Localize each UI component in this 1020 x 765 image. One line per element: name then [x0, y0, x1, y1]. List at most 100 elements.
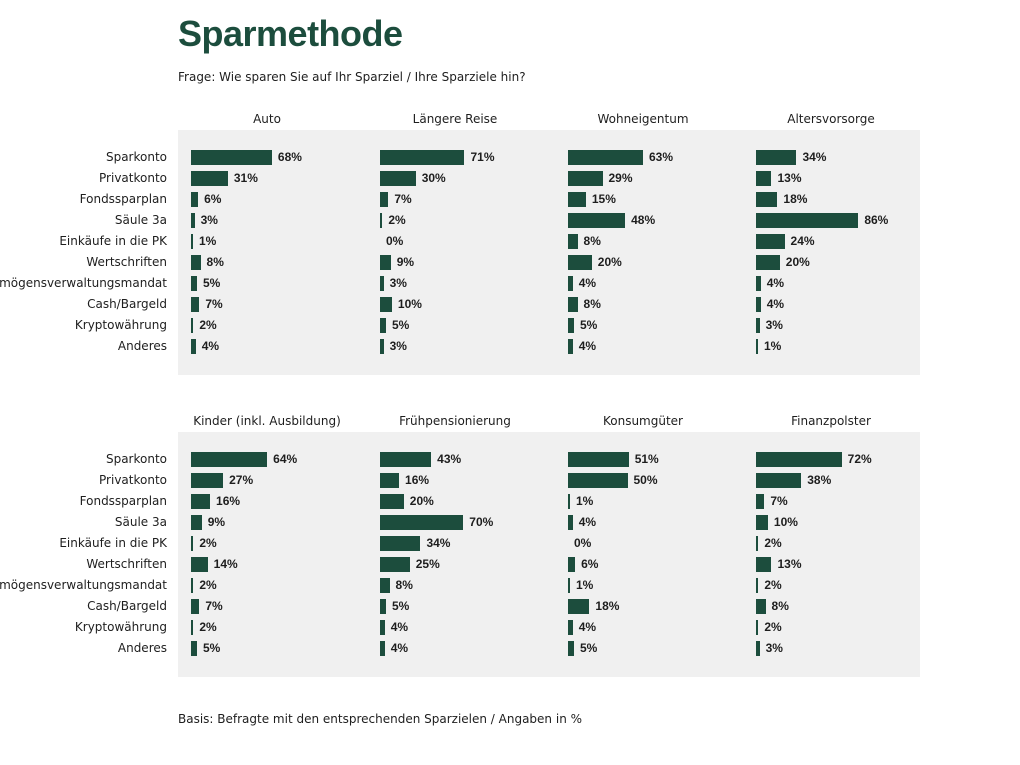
bar	[568, 620, 573, 635]
panel-title: Auto	[253, 112, 281, 126]
bar	[380, 515, 464, 530]
data-label: 0%	[574, 536, 592, 550]
bar	[380, 318, 386, 333]
bar	[191, 213, 195, 228]
data-label: 18%	[595, 599, 620, 613]
data-label: 34%	[426, 536, 451, 550]
data-label: 4%	[766, 297, 785, 311]
row-label: Cash/Bargeld	[87, 599, 167, 613]
data-label: 2%	[388, 213, 406, 227]
bar	[380, 620, 385, 635]
bar	[191, 297, 200, 312]
panel-title: Konsumgüter	[602, 414, 683, 428]
bar	[191, 557, 208, 572]
bar	[756, 276, 761, 291]
data-label: 20%	[597, 255, 622, 269]
bar	[756, 473, 802, 488]
bar	[756, 255, 780, 270]
bar	[756, 557, 772, 572]
data-label: 70%	[469, 515, 494, 529]
bar	[756, 150, 797, 165]
bar	[191, 234, 193, 249]
basis-note: Basis: Befragte mit den entsprechenden S…	[178, 712, 583, 726]
panel-title: Altersvorsorge	[787, 112, 875, 126]
data-label: 8%	[583, 234, 601, 248]
bar	[568, 192, 586, 207]
data-label: 8%	[395, 578, 413, 592]
bar	[568, 234, 578, 249]
data-label: 4%	[578, 276, 597, 290]
data-label: 10%	[773, 515, 798, 529]
bar	[568, 150, 643, 165]
data-label: 5%	[579, 641, 598, 655]
data-label: 27%	[229, 473, 254, 487]
data-label: 13%	[777, 557, 802, 571]
bar	[191, 171, 228, 186]
survey-question: Frage: Wie sparen Sie auf Ihr Sparziel /…	[178, 70, 526, 84]
data-label: 72%	[847, 452, 872, 466]
bar	[568, 276, 573, 291]
data-label: 86%	[864, 213, 889, 227]
bar	[756, 620, 759, 635]
data-label: 4%	[578, 515, 597, 529]
data-label: 38%	[807, 473, 832, 487]
data-label: 18%	[783, 192, 808, 206]
bar	[756, 515, 768, 530]
row-label: Sparkonto	[105, 150, 167, 164]
bar	[380, 192, 389, 207]
row-label: Wertschriften	[86, 557, 167, 571]
row-label: Sparkonto	[105, 452, 167, 466]
row-label: Anderes	[117, 339, 167, 353]
data-label: 48%	[631, 213, 656, 227]
bar	[191, 578, 194, 593]
data-label: 63%	[648, 150, 673, 164]
bar	[191, 452, 268, 467]
data-label: 4%	[578, 620, 597, 634]
bar	[568, 473, 628, 488]
bar	[380, 641, 385, 656]
data-label: 4%	[390, 620, 409, 634]
data-label: 4%	[578, 339, 597, 353]
row-label: Cash/Bargeld	[87, 297, 167, 311]
bar	[191, 536, 194, 551]
bar	[380, 557, 410, 572]
panel-title: Frühpensionierung	[399, 414, 511, 428]
data-label: 1%	[764, 339, 782, 353]
panel-title: Längere Reise	[412, 112, 498, 126]
data-label: 7%	[205, 297, 223, 311]
bar	[756, 171, 772, 186]
bar	[756, 192, 778, 207]
bar	[191, 515, 202, 530]
bar	[568, 641, 574, 656]
bar	[191, 255, 201, 270]
data-label: 3%	[200, 213, 218, 227]
data-label: 2%	[764, 536, 782, 550]
data-label: 1%	[576, 494, 594, 508]
chart-block-2: Sparkonto Privatkonto Fondssparplan Säule 3…	[0, 409, 1020, 709]
data-label: 71%	[470, 150, 495, 164]
bar	[756, 494, 765, 509]
bar	[380, 473, 400, 488]
data-label: 5%	[391, 599, 410, 613]
bar	[756, 297, 761, 312]
bar	[568, 452, 629, 467]
bar	[191, 339, 196, 354]
data-label: 3%	[765, 641, 783, 655]
bar	[568, 213, 626, 228]
row-label: Kryptowährung	[74, 318, 167, 332]
data-label: 50%	[633, 473, 658, 487]
data-label: 3%	[389, 276, 407, 290]
panel-title: Wohneigentum	[597, 112, 689, 126]
panel-background	[178, 432, 920, 677]
bar	[568, 599, 590, 614]
panel-title: Kinder (inkl. Ausbildung)	[193, 414, 341, 428]
row-label: Vermögensverwaltungsmandat	[0, 276, 167, 290]
bar	[756, 318, 760, 333]
chart-block-1: Sparkonto Privatkonto Fondssparplan Säule 3…	[0, 107, 1020, 407]
bar	[191, 276, 197, 291]
data-label: 8%	[583, 297, 601, 311]
panel-background	[178, 130, 920, 375]
data-label: 2%	[199, 578, 217, 592]
bar	[568, 515, 573, 530]
data-label: 2%	[199, 536, 217, 550]
